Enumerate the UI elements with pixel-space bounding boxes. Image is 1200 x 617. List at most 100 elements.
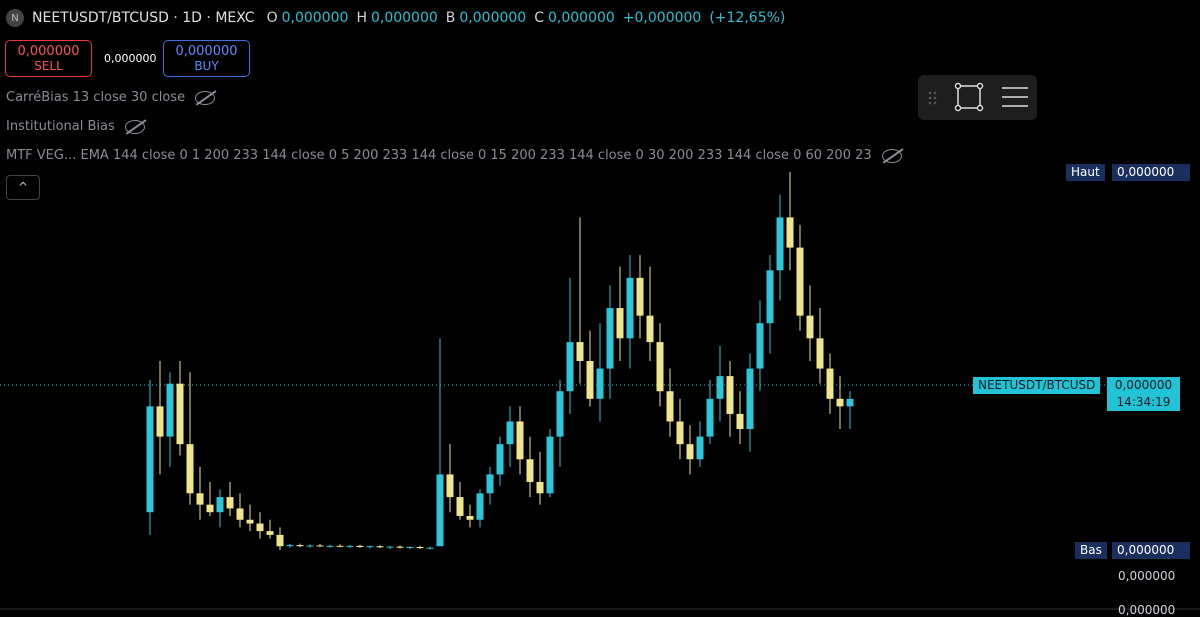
symbol-label: NEETUSDT/BTCUSD bbox=[973, 377, 1101, 394]
high-label: Haut bbox=[1066, 164, 1105, 181]
candle-body bbox=[766, 270, 774, 324]
candle-body bbox=[246, 519, 254, 524]
candle-body bbox=[476, 493, 484, 520]
spread: 0,000000 bbox=[104, 52, 157, 65]
candle-body bbox=[446, 474, 454, 498]
ohlc-key: O bbox=[266, 10, 278, 26]
toolbar bbox=[918, 75, 1037, 120]
last-price-box: 0,000000 14:34:19 bbox=[1107, 377, 1180, 411]
candle-body bbox=[176, 383, 184, 445]
candle-body bbox=[366, 546, 374, 548]
candle-body bbox=[846, 398, 854, 407]
candle-body bbox=[466, 515, 474, 520]
candle-body bbox=[196, 493, 204, 505]
candle-body bbox=[506, 421, 514, 445]
candle-body bbox=[746, 368, 754, 430]
candle-body bbox=[386, 546, 394, 548]
hide-icon[interactable] bbox=[124, 119, 145, 134]
candle-body bbox=[256, 523, 264, 532]
candle-body bbox=[416, 546, 424, 549]
price-tick: 0,000000 bbox=[1118, 603, 1176, 617]
candle-body bbox=[396, 546, 404, 548]
candle-body bbox=[266, 531, 274, 535]
candle-body bbox=[166, 383, 174, 437]
hide-icon[interactable] bbox=[195, 90, 216, 105]
candle-body bbox=[316, 545, 324, 547]
ohlc-key: H bbox=[356, 10, 367, 26]
indicator-name: Institutional Bias bbox=[6, 119, 115, 134]
candle-body bbox=[306, 545, 314, 547]
change: +0,000000 bbox=[622, 10, 702, 26]
indicator[interactable]: MTF VEG... EMA 144 close 0 1 200 233 144… bbox=[6, 148, 902, 163]
sell-button[interactable]: 0,000000 SELL bbox=[5, 40, 92, 77]
candle-body bbox=[566, 342, 574, 392]
candle-body bbox=[536, 481, 544, 494]
candle-body bbox=[716, 376, 724, 399]
candle-body bbox=[576, 342, 584, 361]
candle-body bbox=[706, 398, 714, 437]
candle-body bbox=[356, 545, 364, 547]
candle-body bbox=[806, 315, 814, 339]
indicator-name: CarréBias 13 close 30 close bbox=[6, 90, 186, 105]
candle-body bbox=[436, 474, 444, 547]
sell-label: SELL bbox=[34, 59, 63, 73]
candle-body bbox=[406, 546, 414, 548]
candle-body bbox=[326, 545, 334, 547]
candle-body bbox=[216, 497, 224, 513]
price-tick: 0,000000 bbox=[1118, 569, 1176, 583]
candle-body bbox=[606, 308, 614, 369]
candle-body bbox=[186, 444, 194, 494]
candle-body bbox=[456, 497, 464, 516]
candle-body bbox=[726, 376, 734, 414]
candle-body bbox=[296, 545, 304, 547]
candle-body bbox=[686, 444, 694, 460]
candle-body bbox=[146, 406, 154, 513]
buy-price: 0,000000 bbox=[175, 44, 238, 59]
countdown: 14:34:19 bbox=[1116, 395, 1171, 409]
candle-body bbox=[236, 508, 244, 520]
change-pct: (+12,65%) bbox=[709, 10, 786, 26]
header: N NEETUSDT/BTCUSD · 1D · MEXC O 0,000000 … bbox=[6, 9, 789, 27]
candle-body bbox=[546, 436, 554, 494]
candle-body bbox=[516, 421, 524, 460]
candle-body bbox=[826, 368, 834, 399]
buy-label: BUY bbox=[194, 59, 219, 73]
candle-body bbox=[646, 315, 654, 343]
candle-body bbox=[376, 546, 384, 548]
candle-body bbox=[486, 474, 494, 494]
buy-button[interactable]: 0,000000 BUY bbox=[163, 40, 250, 77]
candle-body bbox=[736, 413, 744, 430]
candle-body bbox=[596, 368, 604, 399]
candle-body bbox=[626, 277, 634, 339]
ohlc-value: 0,000000 bbox=[547, 10, 615, 26]
candle-body bbox=[696, 436, 704, 460]
candle-body bbox=[226, 497, 234, 509]
symbol-title[interactable]: NEETUSDT/BTCUSD · 1D · MEXC bbox=[32, 10, 255, 26]
toolbar-icons bbox=[928, 82, 1028, 112]
indicator[interactable]: Institutional Bias bbox=[6, 119, 145, 134]
candle-body bbox=[666, 391, 674, 422]
ohlc-value: 0,000000 bbox=[281, 10, 349, 26]
indicator[interactable]: CarréBias 13 close 30 close bbox=[6, 90, 216, 105]
candle-body bbox=[556, 391, 564, 437]
candle-body bbox=[616, 308, 624, 339]
candle-body bbox=[156, 406, 164, 437]
candle-body bbox=[276, 534, 284, 547]
last-value: 0,000000 bbox=[1114, 378, 1173, 392]
hide-icon[interactable] bbox=[881, 148, 902, 163]
candle-body bbox=[586, 361, 594, 399]
ohlc-key: B bbox=[445, 10, 456, 26]
symbol-logo[interactable]: N bbox=[6, 9, 24, 27]
candle-body bbox=[656, 342, 664, 392]
candle-body bbox=[346, 545, 354, 547]
candle-body bbox=[496, 444, 504, 475]
candle-body bbox=[286, 545, 294, 547]
collapse-button[interactable]: ^ bbox=[6, 175, 40, 200]
ohlc-value: 0,000000 bbox=[370, 10, 438, 26]
candle-body bbox=[336, 545, 344, 547]
low-value: 0,000000 bbox=[1112, 542, 1190, 559]
candle-body bbox=[756, 323, 764, 369]
ohlc-value: 0,000000 bbox=[459, 10, 527, 26]
